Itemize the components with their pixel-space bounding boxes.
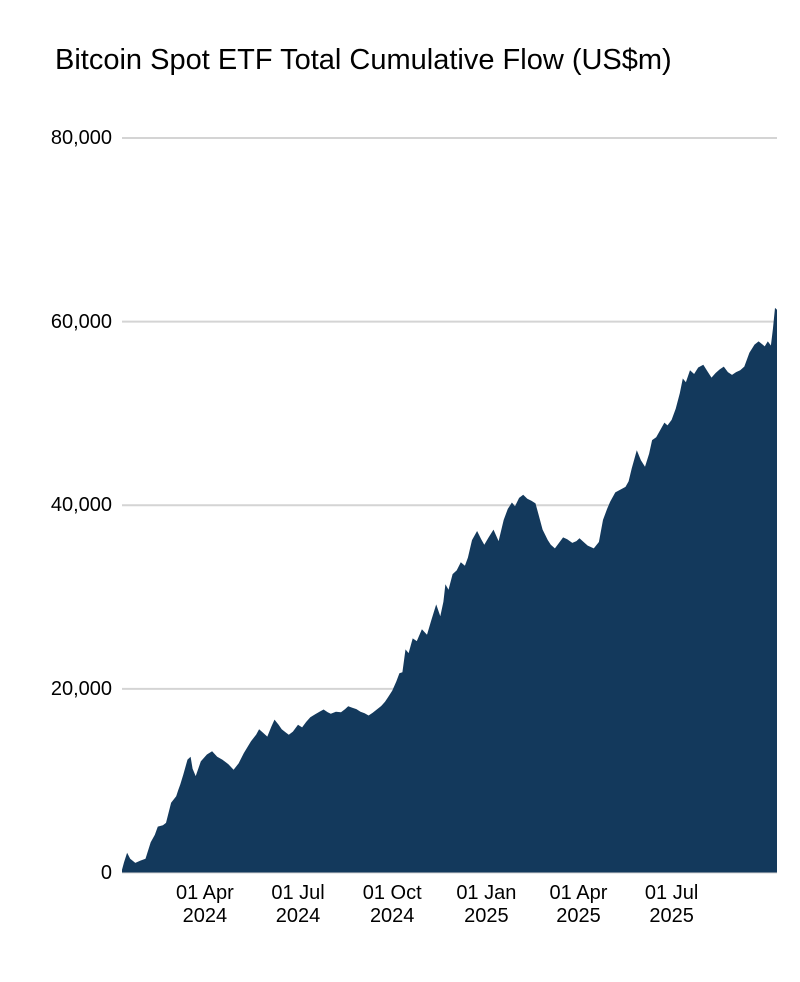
x-axis-label-line1: 01 Oct [362, 882, 422, 904]
x-axis-label-line2: 2024 [182, 905, 228, 927]
x-axis-label-line2: 2025 [464, 905, 509, 927]
y-axis-label: 60,000 [50, 310, 112, 333]
x-axis-label: 01 Jul 2024 [238, 882, 358, 928]
y-axis-label: 80,000 [50, 127, 112, 149]
x-axis-label: 01 Jan 2025 [426, 882, 546, 928]
x-axis-label-line1: 01 Apr [549, 882, 608, 904]
area-series [122, 307, 777, 873]
x-axis-label-line2: 2024 [275, 905, 321, 927]
y-axis-label: 0 [100, 861, 112, 884]
x-axis-label-line2: 2025 [556, 905, 601, 927]
x-axis-label: 01 Jul 2025 [612, 882, 732, 928]
chart-title: Bitcoin Spot ETF Total Cumulative Flow (… [55, 44, 672, 76]
x-axis-label-line1: 01 Jul [644, 882, 699, 904]
x-axis-label: 01 Oct 2024 [332, 882, 452, 928]
y-axis-label: 40,000 [50, 494, 112, 517]
x-axis-label-line2: 2024 [369, 905, 415, 927]
x-axis-label-line1: 01 Apr [175, 882, 234, 904]
x-axis-label: 01 Apr 2024 [145, 882, 265, 928]
x-axis-label-line1: 01 Jul [271, 882, 325, 904]
x-axis-label-line1: 01 Jan [456, 882, 517, 904]
x-axis-label-line2: 2025 [649, 905, 694, 927]
y-axis-label: 20,000 [50, 677, 112, 700]
x-axis-label: 01 Apr 2025 [518, 882, 638, 928]
